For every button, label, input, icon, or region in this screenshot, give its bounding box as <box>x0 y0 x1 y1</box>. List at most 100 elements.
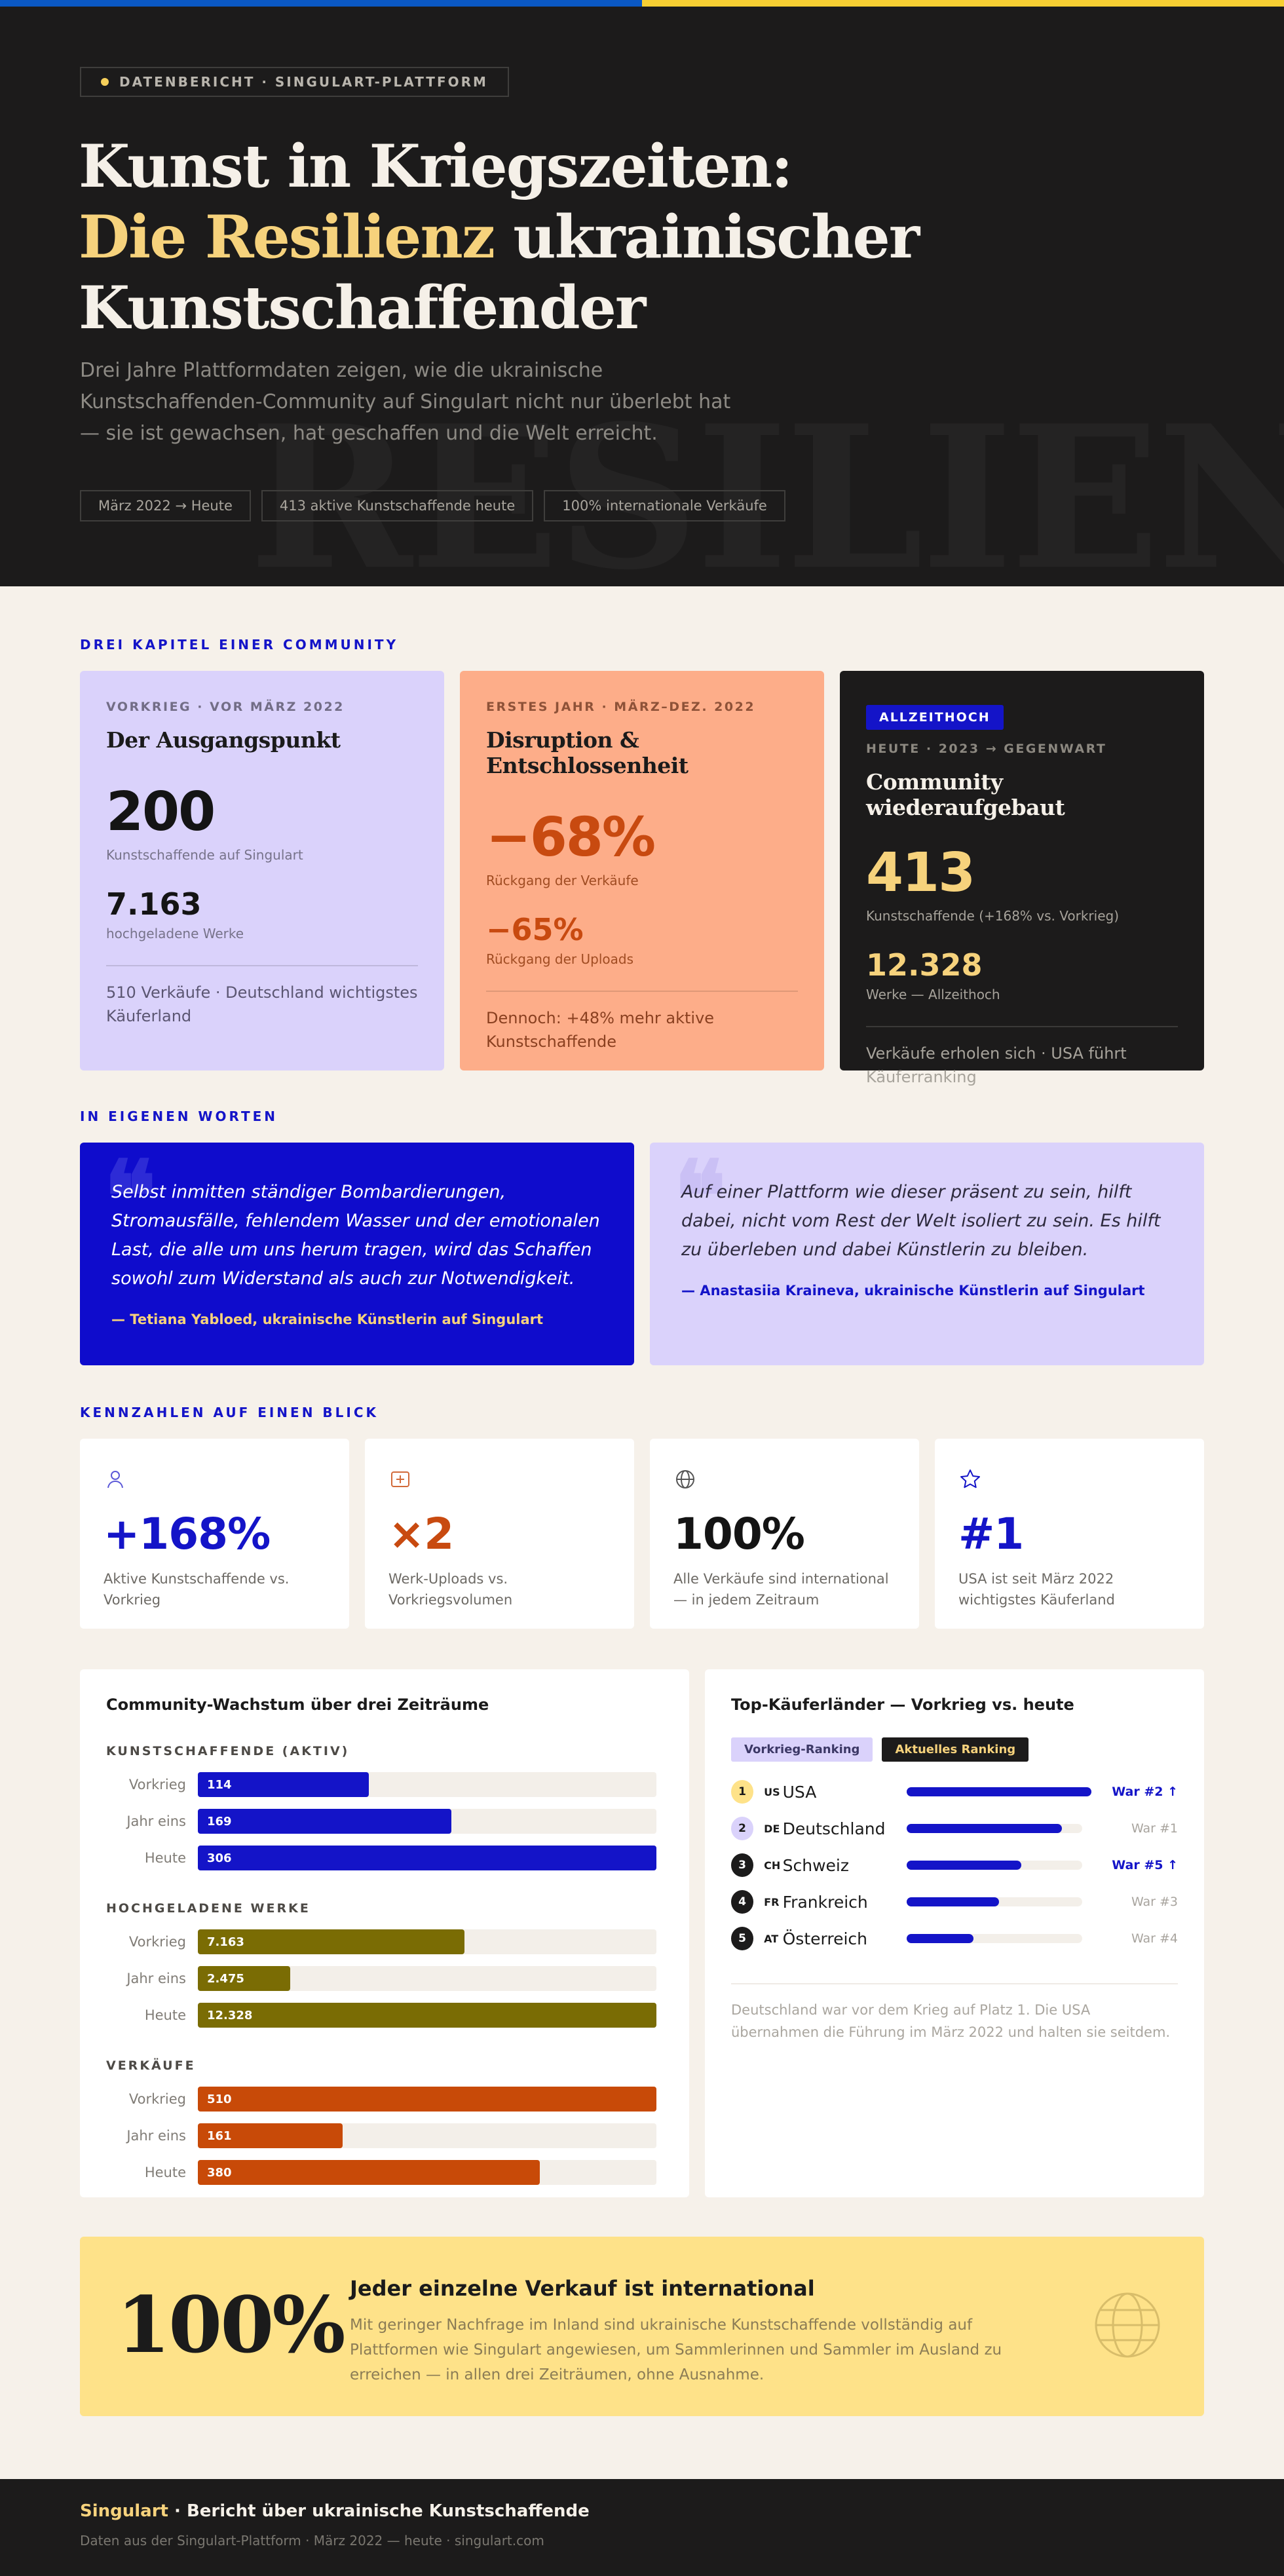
chapter-kicker: VORKRIEG · VOR MÄRZ 2022 <box>106 700 345 714</box>
bar: 114 <box>198 1772 369 1797</box>
kpi-value: #1 <box>958 1509 1024 1559</box>
hero-section: RESILIENZ DATENBERICHT · SINGULART-PLATT… <box>0 7 1284 586</box>
quote-author: — Tetiana Yabloed, ukrainische Künstleri… <box>111 1312 544 1327</box>
country-code: US <box>764 1785 780 1798</box>
quote-card: ❝ Selbst inmitten ständiger Bombardierun… <box>80 1143 634 1365</box>
kpi-card: 100% Alle Verkäufe sind international — … <box>650 1439 919 1629</box>
bar-track: 380 <box>198 2160 656 2185</box>
bar-label: Jahr eins <box>126 1813 186 1829</box>
footer: Singulart · Bericht über ukrainische Kun… <box>0 2479 1284 2576</box>
country-bar <box>907 1824 1063 1833</box>
bar-group-title: HOCHGELADENE WERKE <box>106 1901 311 1916</box>
flag-stripe-yellow <box>642 0 1284 7</box>
upload-box-icon <box>391 1471 409 1487</box>
section-label-quotes: IN EIGENEN WORTEN <box>80 1108 278 1124</box>
legend-prewar: Vorkrieg-Ranking <box>731 1737 873 1762</box>
chapter-footnote: 510 Verkäufe · Deutschland wichtigstes K… <box>106 983 418 1025</box>
country-code: AT <box>764 1932 779 1945</box>
country-bar-track <box>907 1934 1082 1943</box>
chapter-big-caption: Kunstschaffende (+168% vs. Vorkrieg) <box>866 908 1120 924</box>
bar-track: 169 <box>198 1809 656 1834</box>
bar: 7.163 <box>198 1929 464 1954</box>
country-bar-track <box>907 1824 1082 1833</box>
legend-current: Aktuelles Ranking <box>882 1737 1029 1762</box>
quote-card: ❝ Auf einer Plattform wie dieser präsent… <box>650 1143 1204 1365</box>
page-title: Kunst in Kriegszeiten: Die Resilienz ukr… <box>79 131 930 343</box>
footer-subline: Daten aus der Singulart-Plattform · März… <box>80 2533 544 2548</box>
bar-row: Vorkrieg 510 <box>106 2081 663 2117</box>
bar-label: Vorkrieg <box>128 1934 186 1950</box>
bar-label: Vorkrieg <box>128 1777 186 1792</box>
country-name: Österreich <box>782 1929 867 1948</box>
hero-eyebrow-text: DATENBERICHT · SINGULART-PLATTFORM <box>119 74 488 90</box>
bar-row: Jahr eins 161 <box>106 2117 663 2154</box>
bar: 380 <box>198 2160 540 2185</box>
divider <box>486 991 798 992</box>
chapter-kicker: HEUTE · 2023 → GEGENWART <box>866 742 1107 756</box>
rank-badge: 3 <box>731 1853 754 1877</box>
bar: 306 <box>198 1846 656 1870</box>
country-bar-track <box>907 1897 1082 1906</box>
previous-rank: War #2 ↑ <box>1112 1785 1179 1799</box>
kpi-value: ×2 <box>388 1509 454 1559</box>
kpi-value: +168% <box>104 1509 271 1559</box>
footer-title: Singulart · Bericht über ukrainische Kun… <box>80 2501 590 2521</box>
bar-track: 7.163 <box>198 1929 656 1954</box>
bar-label: Heute <box>144 2007 186 2023</box>
bar-track: 161 <box>198 2123 656 2148</box>
buyers-panel: Top-Käuferländer — Vorkrieg vs. heute Vo… <box>705 1669 1204 2197</box>
divider <box>866 1026 1178 1027</box>
flag-stripe <box>0 0 1284 7</box>
bar-group-title: KUNSTSCHAFFENDE (AKTIV) <box>106 1744 350 1758</box>
chapter-title: Community wiederaufgebaut <box>866 769 1065 820</box>
bar-row: Heute 306 <box>106 1840 663 1876</box>
bar-track: 114 <box>198 1772 656 1797</box>
chapter-big-value: 200 <box>106 781 216 843</box>
chapter-mid-caption: Werke — Allzeithoch <box>866 987 1000 1002</box>
globe-icon <box>676 1470 694 1488</box>
hero-chips: März 2022 → Heute 413 aktive Kunstschaff… <box>80 490 785 521</box>
previous-rank: War #5 ↑ <box>1112 1858 1179 1872</box>
chapter-mid-value: −65% <box>486 912 584 947</box>
kpi-description: Alle Verkäufe sind international — in je… <box>673 1571 889 1608</box>
bar-group-title: VERKÄUFE <box>106 2058 196 2073</box>
title-highlight: Die Resilienz <box>79 202 495 272</box>
bar-track: 2.475 <box>198 1966 656 1991</box>
rank-badge: 1 <box>731 1780 754 1804</box>
international-banner: 100% Jeder einzelne Verkauf ist internat… <box>80 2237 1204 2416</box>
chapter-kicker: ERSTES JAHR · MÄRZ–DEZ. 2022 <box>486 700 756 714</box>
chapter-mid-caption: hochgeladene Werke <box>106 926 244 941</box>
hero-chip: 100% internationale Verkäufe <box>544 490 785 521</box>
bar: 510 <box>198 2087 656 2112</box>
bar-label: Jahr eins <box>126 1971 186 1986</box>
bar-label: Vorkrieg <box>128 2091 186 2107</box>
dot-icon <box>101 78 109 86</box>
chapter-big-value: 413 <box>866 842 975 904</box>
chapter-title: Disruption & Entschlossenheit <box>486 727 689 778</box>
bar-row: Heute 380 <box>106 2154 663 2191</box>
country-bar <box>907 1897 1000 1906</box>
flag-stripe-blue <box>0 0 642 7</box>
quote-text: Selbst inmitten ständiger Bombardierunge… <box>111 1182 600 1289</box>
previous-rank: War #4 <box>1131 1931 1179 1946</box>
country-name: Frankreich <box>782 1892 868 1912</box>
country-bar <box>907 1787 1092 1796</box>
rank-badge: 4 <box>731 1890 754 1914</box>
previous-rank: War #1 <box>1131 1821 1179 1836</box>
previous-rank: War #3 <box>1131 1895 1179 1909</box>
buyers-note: Deutschland war vor dem Krieg auf Platz … <box>731 2002 1171 2040</box>
bar-row: Jahr eins 2.475 <box>106 1960 663 1997</box>
bar: 12.328 <box>198 2003 656 2028</box>
chapter-mid-caption: Rückgang der Uploads <box>486 951 634 967</box>
country-bar <box>907 1861 1022 1870</box>
quotes: ❝ Selbst inmitten ständiger Bombardierun… <box>80 1143 1204 1365</box>
kpi-value: 100% <box>673 1509 805 1559</box>
buyer-row: 1 US USA War #2 ↑ <box>731 1773 1178 1810</box>
section-label-chapters: DREI KAPITEL EINER COMMUNITY <box>80 637 399 653</box>
chapter-footnote: Dennoch: +48% mehr aktive Kunstschaffend… <box>486 1009 715 1051</box>
quote-author: — Anastasiia Kraineva, ukrainische Künst… <box>681 1283 1145 1298</box>
buyer-list: 1 US USA War #2 ↑ 2 DE Deutschland War #1 3 CH Sch… <box>731 1773 1178 1957</box>
divider <box>106 965 418 966</box>
title-line-1: Kunst in Kriegszeiten: <box>79 132 793 201</box>
bar-track: 306 <box>198 1846 656 1870</box>
